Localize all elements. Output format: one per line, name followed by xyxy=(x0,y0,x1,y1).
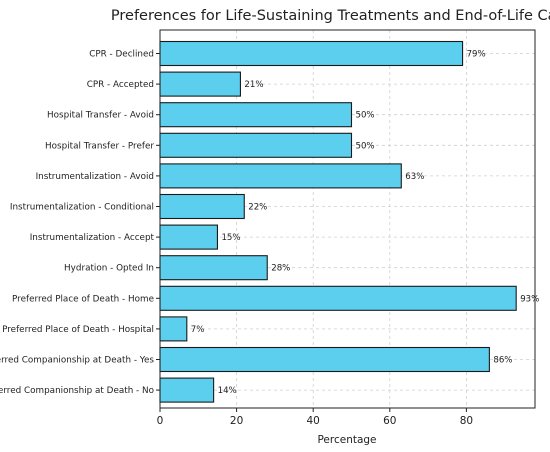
plot-frame xyxy=(159,29,536,409)
bar xyxy=(159,132,353,158)
bar xyxy=(159,316,188,342)
bars xyxy=(159,40,517,403)
bar xyxy=(159,377,215,403)
category-label: Hospital Transfer - Avoid xyxy=(47,111,154,121)
category-label: Preferred Place of Death - Home xyxy=(12,294,154,304)
data-label: 50% xyxy=(356,141,375,151)
category-label: Preferred Companionship at Death - No xyxy=(0,386,154,396)
bar xyxy=(159,285,517,311)
data-label: 28% xyxy=(271,264,290,274)
data-label: 79% xyxy=(467,50,486,60)
category-label: Instrumentalization - Avoid xyxy=(36,172,154,182)
bar xyxy=(159,163,402,189)
category-label: CPR - Declined xyxy=(89,50,154,60)
category-label: Hydration - Opted In xyxy=(64,264,154,274)
category-label: CPR - Accepted xyxy=(87,80,154,90)
bar xyxy=(159,102,353,128)
x-tick-label: 0 xyxy=(157,415,164,427)
data-label: 50% xyxy=(356,111,375,121)
chart-title: Preferences for Life-Sustaining Treatmen… xyxy=(111,8,550,24)
data-label: 14% xyxy=(218,386,237,396)
category-labels: CPR - Declined CPR - Accepted Hospital Tra… xyxy=(0,50,155,397)
data-labels: 79% 21% 50% 50% 63% 22% 15% 28% 93% 7% 86% 14% xyxy=(191,50,539,397)
x-tick-label: 60 xyxy=(383,415,396,427)
bar xyxy=(159,40,464,67)
data-label: 7% xyxy=(191,325,205,335)
x-axis-ticks: 0 20 40 60 80 xyxy=(156,53,473,427)
data-label: 21% xyxy=(244,80,263,90)
data-label: 86% xyxy=(493,356,512,366)
data-label: 22% xyxy=(248,203,267,213)
bar xyxy=(159,224,219,250)
bar xyxy=(159,255,268,281)
bar xyxy=(159,346,490,373)
data-label: 93% xyxy=(520,294,539,304)
category-label: Instrumentalization - Accept xyxy=(30,233,155,243)
data-label: 15% xyxy=(221,233,240,243)
x-axis-label: Percentage xyxy=(317,434,376,446)
bar xyxy=(159,71,241,97)
bar xyxy=(159,193,245,220)
data-label: 63% xyxy=(405,172,424,182)
x-tick-label: 20 xyxy=(230,415,243,427)
category-label: Preferred Place of Death - Hospital xyxy=(2,325,154,335)
x-tick-label: 40 xyxy=(307,415,320,427)
category-label: Preferred Companionship at Death - Yes xyxy=(0,356,154,366)
x-tick-label: 80 xyxy=(460,415,473,427)
category-label: Instrumentalization - Conditional xyxy=(10,203,154,213)
category-label: Hospital Transfer - Prefer xyxy=(45,141,154,151)
